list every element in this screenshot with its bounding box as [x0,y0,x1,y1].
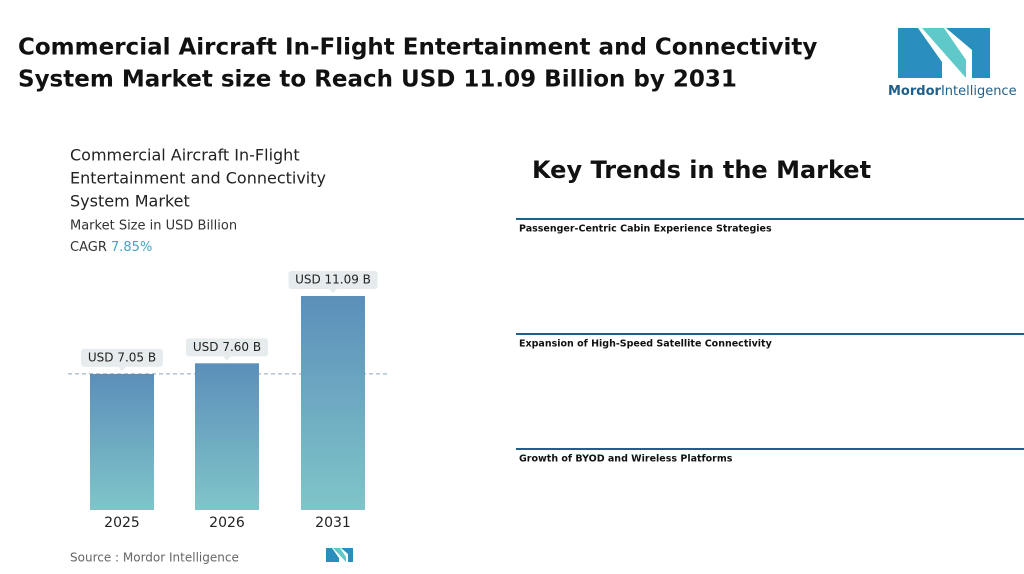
page-title: System Market size to Reach USD 11.09 Bi… [18,67,737,93]
x-tick-label: 2026 [209,515,245,531]
logo-brand: Mordor [888,84,942,99]
source: Source : Mordor Intelligence [70,551,239,565]
value-label-pointer [223,356,231,361]
value-label-pointer [118,366,126,371]
logo-text: MordorIntelligence [888,84,1017,99]
value-label-box [81,348,163,367]
value-label-box [186,338,268,357]
chart-title: Entertainment and Connectivity [70,169,326,188]
value-label: USD 7.05 B [88,350,156,364]
bar-chart: USD 7.05 B 2025 USD 7.60 B 2026 USD 11.09 B 2… [68,270,388,531]
chart-subtitle: Market Size in USD Billion [70,219,237,234]
logo-shape [922,28,966,78]
logo-shape [946,28,990,78]
trend-item: Growth of BYOD and Wireless Platforms [519,454,733,465]
page-title: Commercial Aircraft In-Flight Entertainm… [18,35,817,61]
logo-shape [326,548,339,562]
bar [301,295,365,510]
cagr-value: 7.85% [111,240,152,255]
x-tick-label: 2031 [315,515,351,531]
cagr-label: CAGR [70,240,107,255]
value-label-box [288,270,378,289]
small-logo [326,548,353,562]
bar [195,363,259,510]
value-label-pointer [329,288,337,293]
bar [90,373,154,510]
logo-suffix: Intelligence [941,84,1017,99]
chart-title: Commercial Aircraft In-Flight [70,146,300,165]
logo-shape [898,28,942,78]
value-label: USD 11.09 B [295,272,371,286]
trends-list: Passenger-Centric Cabin Experience Strat… [516,218,1024,465]
trend-item: Expansion of High-Speed Satellite Connec… [519,339,773,350]
trends-title: Key Trends in the Market [532,156,871,184]
cagr: CAGR 7.85% [70,240,152,255]
trend-item: Passenger-Centric Cabin Experience Strat… [519,224,772,235]
x-tick-label: 2025 [104,515,140,531]
logo-shape [333,548,346,562]
logo: MordorIntelligence [888,28,1017,99]
chart-title: System Market [70,192,190,211]
value-label: USD 7.60 B [193,340,261,354]
logo-shape [341,548,353,562]
